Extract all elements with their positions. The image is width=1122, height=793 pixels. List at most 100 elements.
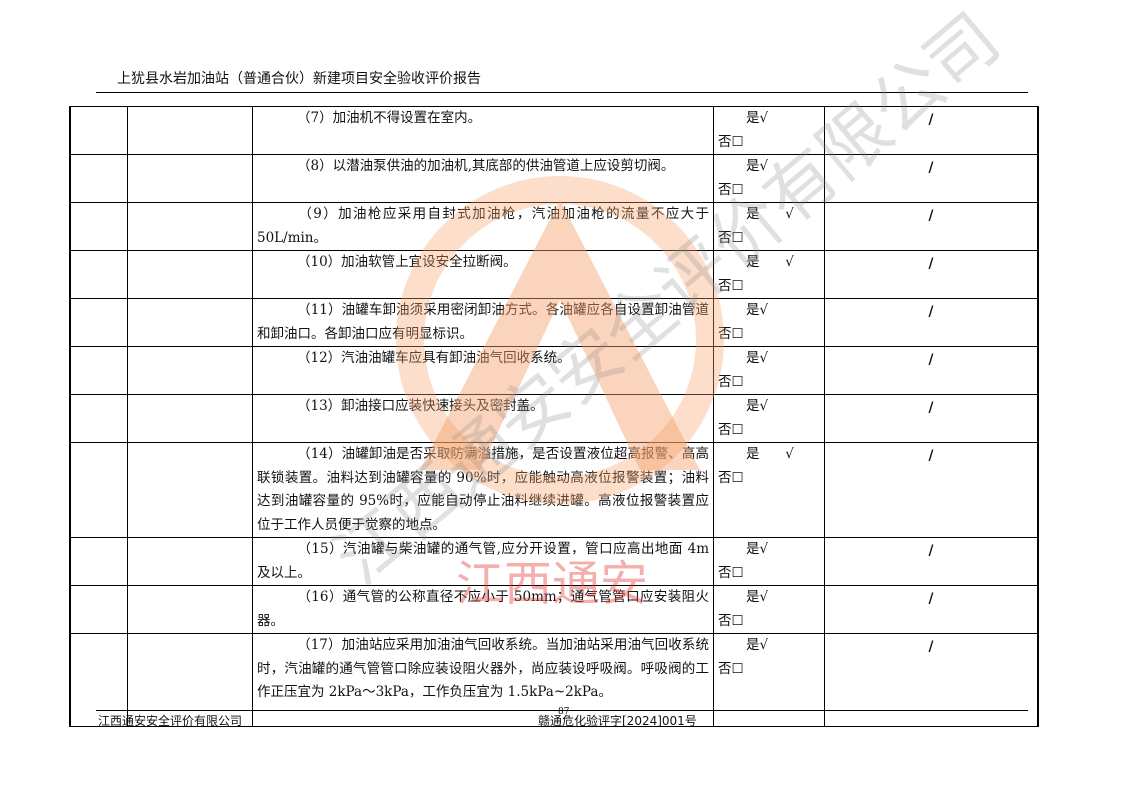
- result-value: /: [928, 543, 934, 559]
- yes-checked: 是√: [746, 541, 769, 557]
- cell-empty: [69, 202, 128, 251]
- result-cell: /: [824, 394, 1039, 443]
- result-value: /: [928, 112, 934, 128]
- cell-empty: [127, 442, 253, 538]
- check-cell: 是√ 否☐: [713, 346, 825, 395]
- yes-checked: 是 √: [746, 254, 794, 270]
- cell-empty: [69, 298, 128, 347]
- footer-doc-number: 赣通危化验评字[2024]001号: [538, 714, 697, 728]
- requirement-text: （14）油罐卸油是否采取防满溢措施，是否设置液位超高报警、高高联锁装置。油料达到…: [252, 442, 714, 538]
- result-value: /: [928, 591, 934, 607]
- cell-empty: [69, 394, 128, 443]
- result-value: /: [928, 208, 934, 224]
- result-value: /: [928, 448, 934, 464]
- result-cell: /: [824, 106, 1039, 155]
- yes-checked: 是√: [746, 302, 769, 318]
- requirement-label: （12）汽油油罐车应具有卸油油气回收系统。: [297, 350, 571, 366]
- requirement-text: （11）油罐车卸油须采用密闭卸油方式。各油罐应各自设置卸油管道和卸油口。各卸油口…: [252, 298, 714, 347]
- yes-checked: 是√: [746, 350, 769, 366]
- requirement-label: （17）加油站应采用加油油气回收系统。当加油站采用油气回收系统时，汽油罐的通气管…: [257, 637, 709, 700]
- cell-empty: [127, 154, 253, 203]
- table-row: （12）汽油油罐车应具有卸油油气回收系统。 是√ 否☐ /: [69, 346, 1039, 395]
- result-value: /: [928, 639, 934, 655]
- no-checkbox: 否☐: [718, 373, 744, 390]
- yes-checked: 是√: [746, 637, 769, 653]
- result-cell: /: [824, 202, 1039, 251]
- result-cell: /: [824, 298, 1039, 347]
- cell-empty: [127, 202, 253, 251]
- requirement-text: （10）加油软管上宜设安全拉断阀。: [252, 250, 714, 299]
- table-row: （10）加油软管上宜设安全拉断阀。 是 √ 否☐ /: [69, 250, 1039, 299]
- cell-empty: [127, 298, 253, 347]
- requirement-text: （15）汽油罐与柴油罐的通气管,应分开设置，管口应高出地面 4m 及以上。: [252, 537, 714, 586]
- result-cell: /: [824, 585, 1039, 634]
- report-header-title: 上犹县水岩加油站（普通合伙）新建项目安全验收评价报告: [117, 71, 481, 87]
- check-cell: 是√ 否☐: [713, 394, 825, 443]
- requirement-label: （11）油罐车卸油须采用密闭卸油方式。各油罐应各自设置卸油管道和卸油口。各卸油口…: [257, 302, 709, 342]
- result-cell: /: [824, 537, 1039, 586]
- no-checkbox: 否☐: [718, 181, 744, 198]
- yes-checked: 是√: [746, 158, 769, 174]
- no-checkbox: 否☐: [718, 612, 744, 629]
- table-row: （8）以潜油泵供油的加油机,其底部的供油管道上应设剪切阀。 是√ 否☐ /: [69, 154, 1039, 203]
- requirement-label: （16）通气管的公称直径不应小于 50mm；通气管管口应安装阻火器。: [257, 589, 709, 629]
- result-cell: /: [824, 154, 1039, 203]
- no-checkbox: 否☐: [718, 325, 744, 342]
- table-row: （11）油罐车卸油须采用密闭卸油方式。各油罐应各自设置卸油管道和卸油口。各卸油口…: [69, 298, 1039, 347]
- check-cell: 是√ 否☐: [713, 154, 825, 203]
- footer-company: 江西通安安全评价有限公司: [98, 714, 243, 728]
- check-cell: 是 √ 否☐: [713, 442, 825, 538]
- cell-empty: [127, 106, 253, 155]
- check-cell: 是 √ 否☐: [713, 202, 825, 251]
- no-checkbox: 否☐: [718, 469, 744, 486]
- footer-rule: [96, 710, 1028, 711]
- requirement-label: （9）加油枪应采用自封式加油枪，汽油加油枪的流量不应大于 50L/min。: [257, 206, 709, 246]
- cell-empty: [69, 154, 128, 203]
- requirement-label: （13）卸油接口应装快速接头及密封盖。: [297, 398, 544, 414]
- result-value: /: [928, 352, 934, 368]
- result-value: /: [928, 400, 934, 416]
- table-row: （15）汽油罐与柴油罐的通气管,应分开设置，管口应高出地面 4m 及以上。 是√…: [69, 537, 1039, 586]
- result-value: /: [928, 304, 934, 320]
- cell-empty: [127, 346, 253, 395]
- cell-empty: [69, 442, 128, 538]
- table-row: （16）通气管的公称直径不应小于 50mm；通气管管口应安装阻火器。 是√ 否☐ …: [69, 585, 1039, 634]
- result-cell: /: [824, 250, 1039, 299]
- result-value: /: [928, 256, 934, 272]
- requirement-label: （14）油罐卸油是否采取防满溢措施，是否设置液位超高报警、高高联锁装置。油料达到…: [257, 446, 709, 533]
- cell-empty: [69, 633, 128, 727]
- page-number: 87: [558, 707, 570, 717]
- no-checkbox: 否☐: [718, 564, 744, 581]
- yes-checked: 是√: [746, 110, 769, 126]
- no-checkbox: 否☐: [718, 421, 744, 438]
- result-cell: /: [824, 442, 1039, 538]
- result-cell: /: [824, 633, 1039, 727]
- cell-empty: [69, 106, 128, 155]
- cell-empty: [127, 250, 253, 299]
- cell-empty: [69, 346, 128, 395]
- cell-empty: [127, 537, 253, 586]
- requirement-text: （8）以潜油泵供油的加油机,其底部的供油管道上应设剪切阀。: [252, 154, 714, 203]
- table-row: （7）加油机不得设置在室内。 是√ 否☐ /: [69, 106, 1039, 155]
- check-cell: 是√ 否☐: [713, 298, 825, 347]
- table-row: （13）卸油接口应装快速接头及密封盖。 是√ 否☐ /: [69, 394, 1039, 443]
- no-checkbox: 否☐: [718, 229, 744, 246]
- cell-empty: [69, 250, 128, 299]
- result-value: /: [928, 160, 934, 176]
- no-checkbox: 否☐: [718, 277, 744, 294]
- yes-checked: 是√: [746, 398, 769, 414]
- requirement-text: （16）通气管的公称直径不应小于 50mm；通气管管口应安装阻火器。: [252, 585, 714, 634]
- check-cell: 是√ 否☐: [713, 537, 825, 586]
- cell-empty: [69, 537, 128, 586]
- yes-checked: 是 √: [746, 446, 794, 462]
- yes-checked: 是√: [746, 589, 769, 605]
- no-checkbox: 否☐: [718, 133, 744, 150]
- cell-empty: [69, 585, 128, 634]
- requirement-text: （9）加油枪应采用自封式加油枪，汽油加油枪的流量不应大于 50L/min。: [252, 202, 714, 251]
- requirement-text: （13）卸油接口应装快速接头及密封盖。: [252, 394, 714, 443]
- table-row: （14）油罐卸油是否采取防满溢措施，是否设置液位超高报警、高高联锁装置。油料达到…: [69, 442, 1039, 538]
- cell-empty: [127, 585, 253, 634]
- checklist-table: （7）加油机不得设置在室内。 是√ 否☐ / （8）以潜油泵供油的加油机,其底部的…: [69, 106, 1039, 727]
- cell-empty: [127, 633, 253, 727]
